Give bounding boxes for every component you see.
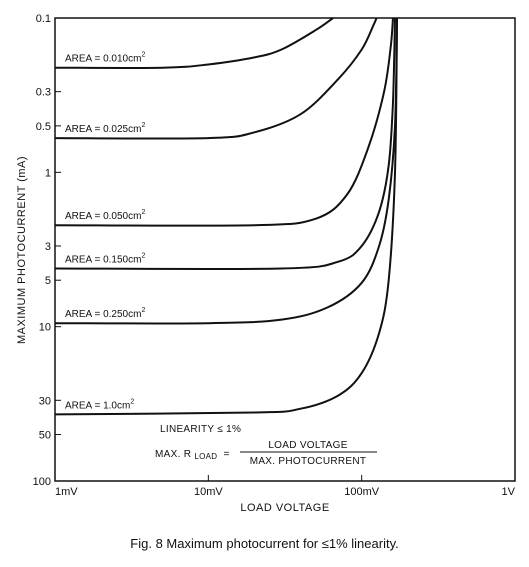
curve-label-2: AREA = 0.050cm2 <box>65 209 145 222</box>
curve-label-1: AREA = 0.025cm2 <box>65 122 145 135</box>
curve-label-3: AREA = 0.150cm2 <box>65 253 145 266</box>
curve-label-text: AREA = 0.025cm <box>65 124 141 135</box>
curve-label-sup: 2 <box>141 253 145 260</box>
formula-denominator: MAX. PHOTOCURRENT <box>250 456 367 467</box>
curve-series-3 <box>54 17 396 270</box>
curve-label-sup: 2 <box>141 122 145 129</box>
curve-series-4 <box>54 17 398 325</box>
y-axis-ticks: 0.1 0.3 0.5 1 3 5 10 30 50 100 <box>33 13 61 488</box>
photocurrent-chart: 0.1 0.3 0.5 1 3 5 10 30 50 100 1mV 10mV 100mV 1V ARE… <box>16 13 516 514</box>
y-tick-label: 10 <box>39 322 51 334</box>
y-tick-label: 50 <box>39 430 51 442</box>
curve-label-text: AREA = 0.150cm <box>65 255 141 266</box>
formula-prefix: MAX. R <box>155 449 191 460</box>
curve-label-text: AREA = 0.250cm <box>65 309 141 320</box>
y-tick-label: 3 <box>45 241 51 253</box>
y-tick-label: 5 <box>45 275 51 287</box>
y-tick-label: 0.1 <box>36 13 51 25</box>
formula-sub: LOAD <box>194 452 217 461</box>
y-tick-label: 100 <box>33 476 51 488</box>
curve-label-4: AREA = 0.250cm2 <box>65 307 145 320</box>
curve-label-text: AREA = 1.0cm <box>65 400 130 411</box>
linearity-annotation: LINEARITY ≤ 1% MAX. R LOAD = LOAD VOLTAG… <box>155 424 377 467</box>
curves <box>54 17 398 416</box>
curve-label-text: AREA = 0.010cm <box>65 54 141 65</box>
x-tick-label: 1V <box>502 486 516 498</box>
curve-label-sup: 2 <box>141 307 145 314</box>
curve-series-2 <box>54 17 394 227</box>
curve-label-sup: 2 <box>141 209 145 216</box>
curve-series-1 <box>54 17 378 140</box>
plot-frame <box>54 17 516 482</box>
curve-series-0 <box>54 17 334 69</box>
curve-label-sup: 2 <box>141 52 145 59</box>
curve-label-5: AREA = 1.0cm2 <box>65 398 134 411</box>
linearity-text: LINEARITY ≤ 1% <box>160 424 241 435</box>
y-axis-title: MAXIMUM PHOTOCURRENT (mA) <box>16 156 28 344</box>
curve-label-text: AREA = 0.050cm <box>65 211 141 222</box>
curve-label-sup: 2 <box>130 398 134 405</box>
x-tick-label: 1mV <box>55 486 78 498</box>
figure-caption: Fig. 8 Maximum photocurrent for ≤1% line… <box>130 536 399 551</box>
curve-label-0: AREA = 0.010cm2 <box>65 52 145 65</box>
y-tick-label: 30 <box>39 395 51 407</box>
formula-numerator: LOAD VOLTAGE <box>268 440 347 451</box>
x-axis-ticks: 1mV 10mV 100mV 1V <box>54 475 516 498</box>
y-tick-label: 0.3 <box>36 87 51 99</box>
curve-series-5 <box>54 17 398 416</box>
y-tick-label: 1 <box>45 167 51 179</box>
x-tick-label: 100mV <box>344 486 380 498</box>
x-tick-label: 10mV <box>194 486 223 498</box>
formula-eq: = <box>223 449 229 460</box>
formula-lhs: MAX. R LOAD = <box>155 449 230 462</box>
x-axis-title: LOAD VOLTAGE <box>240 502 329 514</box>
y-tick-label: 0.5 <box>36 121 51 133</box>
